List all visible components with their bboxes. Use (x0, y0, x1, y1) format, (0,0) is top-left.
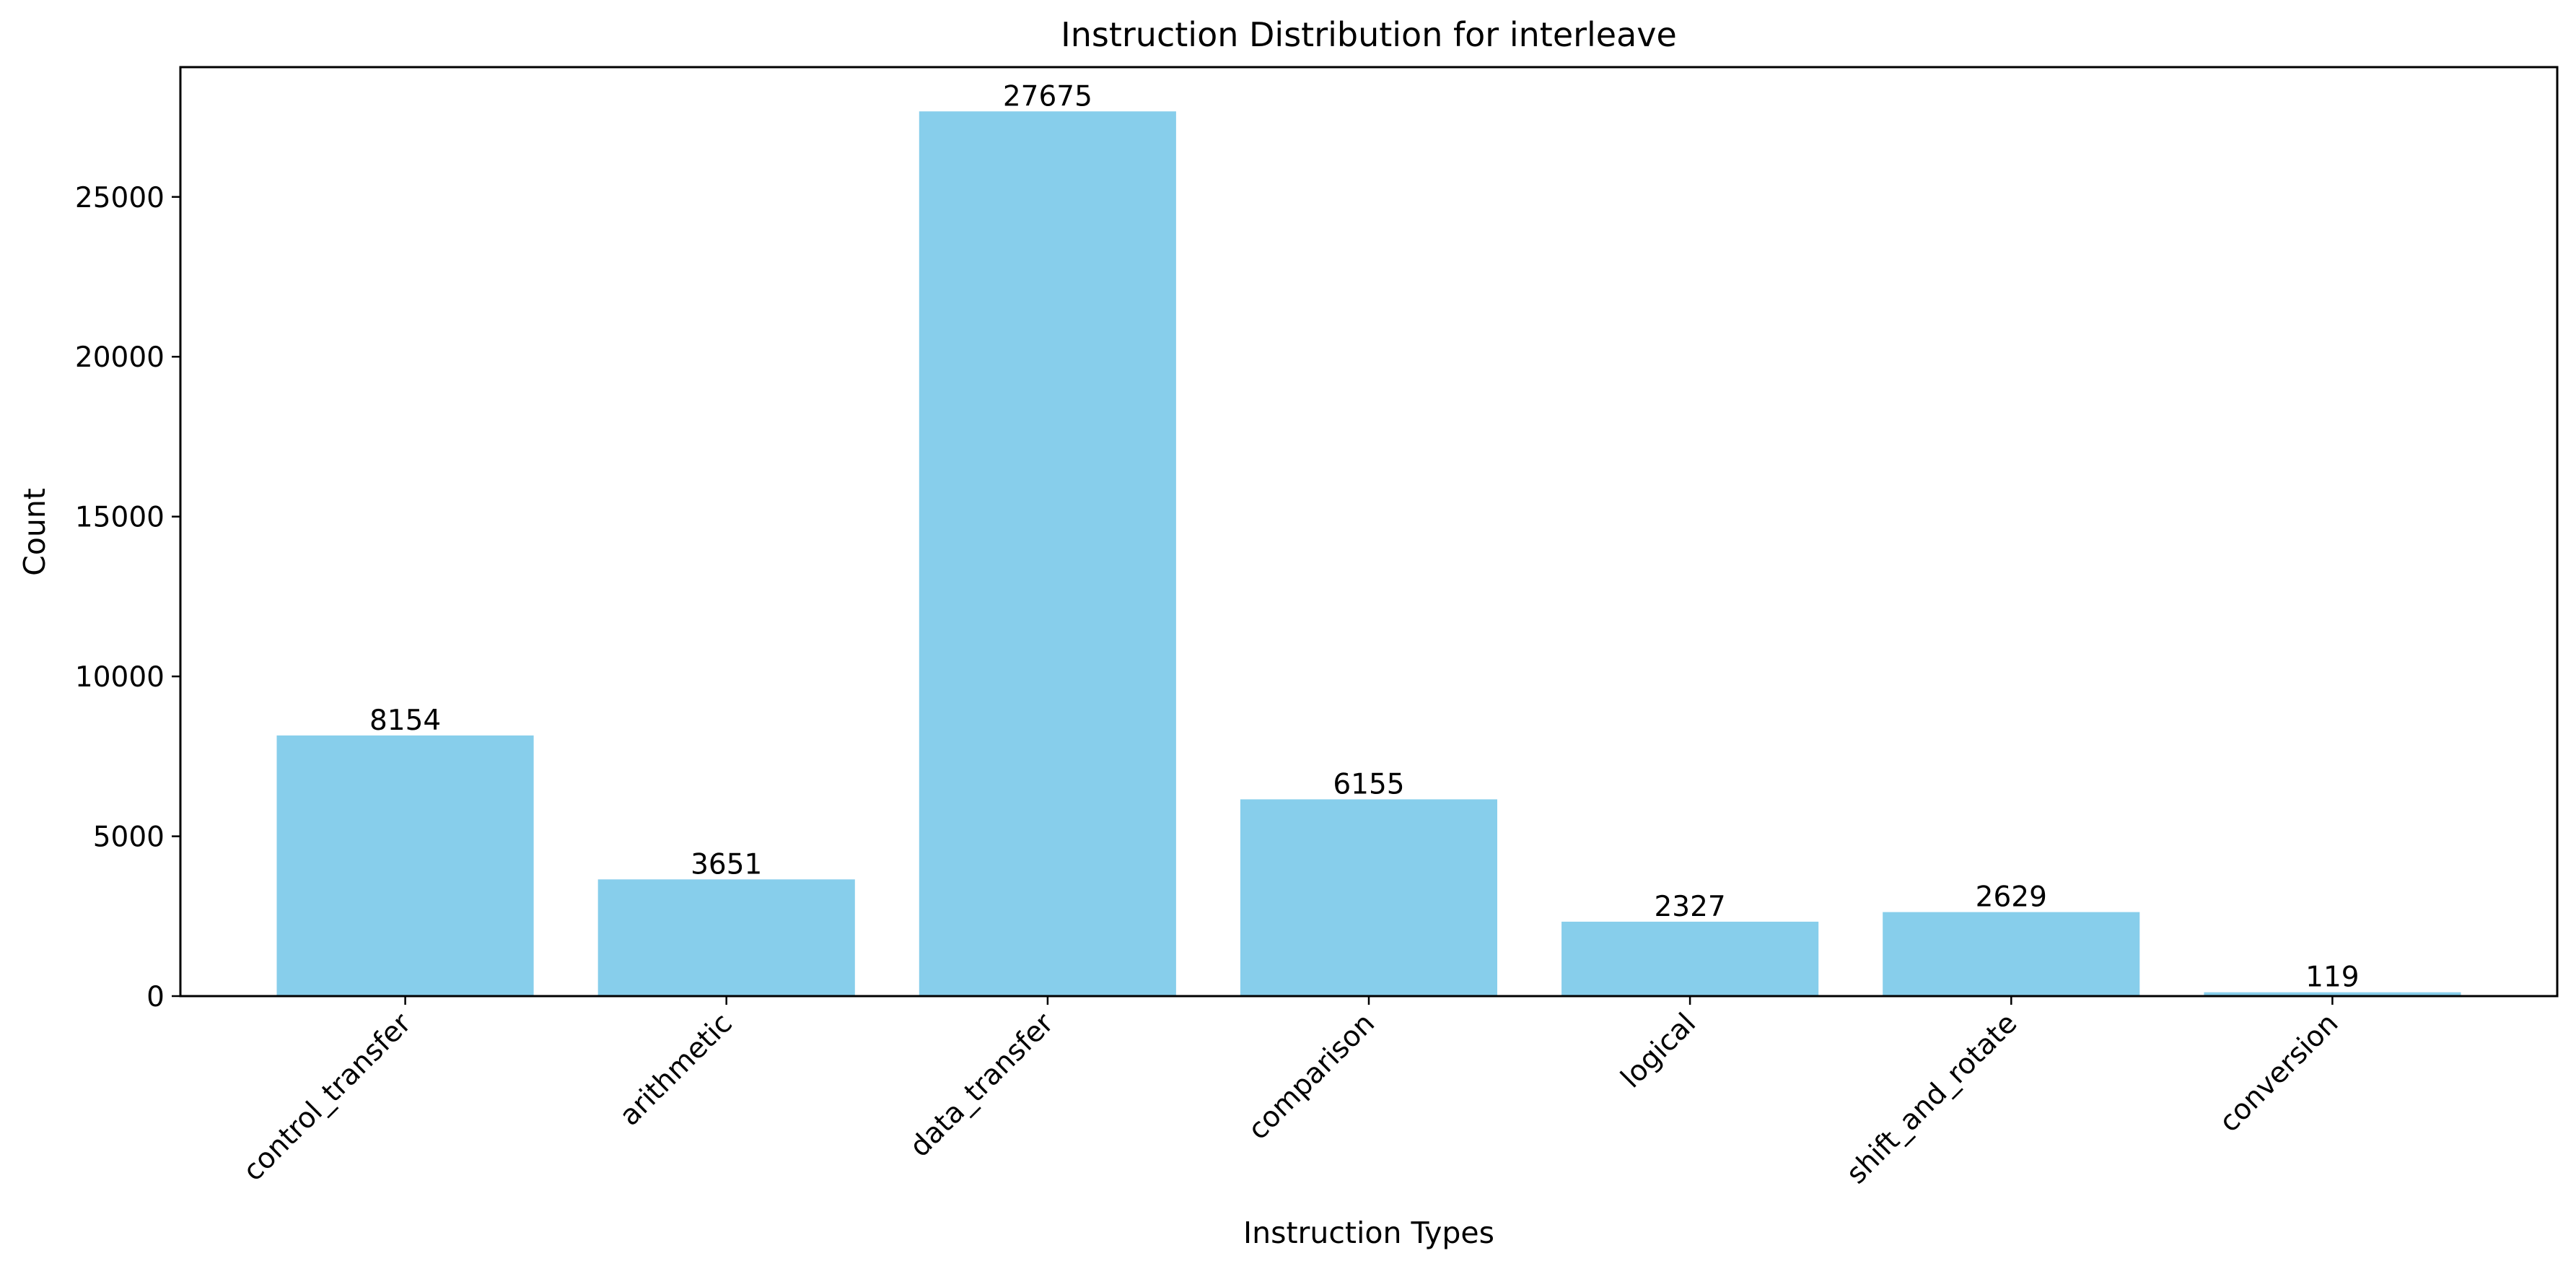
y-tick-label-0: 0 (146, 981, 165, 1013)
data-label-data_transfer: 27675 (1003, 80, 1092, 113)
chart-title: Instruction Distribution for interleave (1061, 15, 1677, 54)
data-labels-group: 8154 3651 27675 6155 2327 2629 119 (369, 80, 2360, 993)
y-axis-label: Count (17, 488, 52, 576)
data-label-arithmetic: 3651 (691, 848, 762, 881)
bar-comparison (1240, 799, 1497, 996)
y-tick-label-15000: 15000 (75, 502, 165, 534)
bar-control_transfer (276, 735, 534, 996)
y-tick-label-25000: 25000 (75, 182, 165, 214)
bar-data_transfer (919, 111, 1176, 996)
y-tick-label-20000: 20000 (75, 341, 165, 374)
bar-logical (1561, 921, 1819, 996)
data-label-comparison: 6155 (1333, 768, 1404, 800)
bar-arithmetic (597, 879, 855, 996)
y-tick-label-10000: 10000 (75, 661, 165, 694)
x-axis-label: Instruction Types (1243, 1216, 1494, 1250)
bar-shift_and_rotate (1883, 912, 2140, 996)
data-label-control_transfer: 8154 (369, 704, 441, 737)
data-label-logical: 2327 (1654, 891, 1725, 923)
bars-group (276, 111, 2461, 996)
data-label-shift_and_rotate: 2629 (1976, 881, 2047, 914)
bar-conversion (2204, 992, 2461, 996)
y-tick-label-5000: 5000 (93, 821, 165, 854)
data-label-conversion: 119 (2305, 961, 2359, 994)
plot-frame (179, 66, 2559, 998)
